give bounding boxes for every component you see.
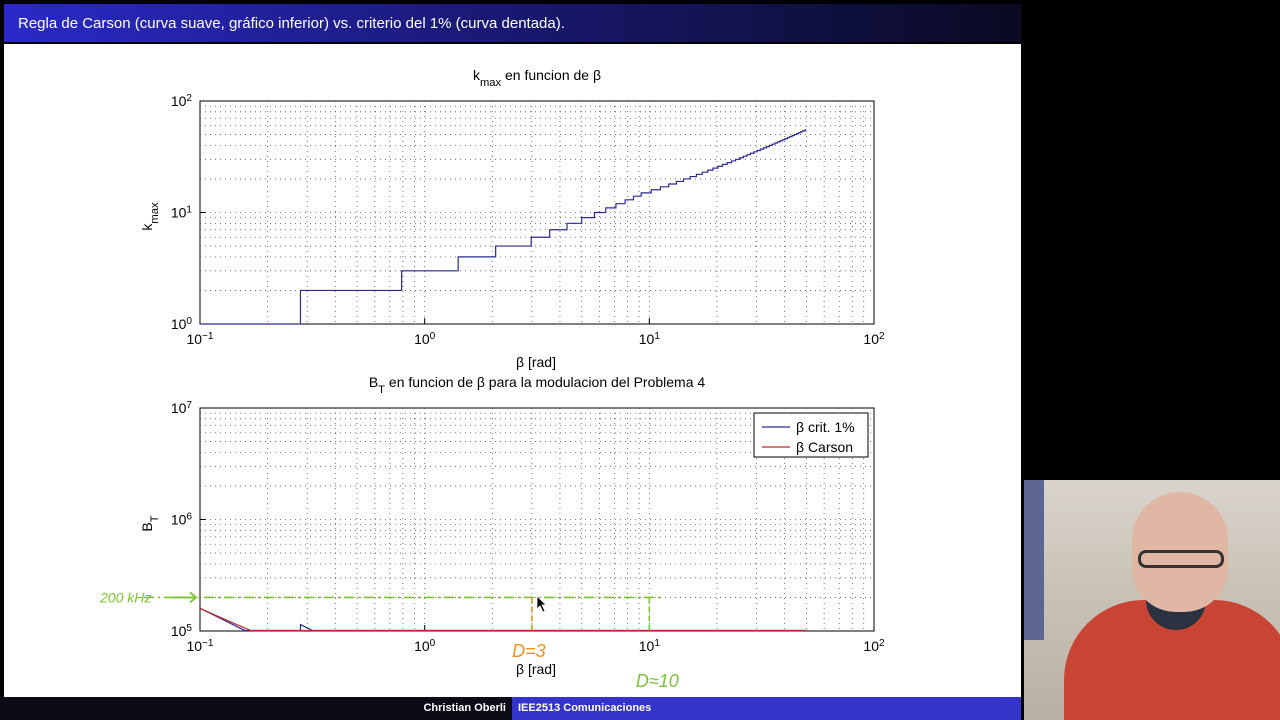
chart-2: 10−1 100 101 102 105 106 107 BT en funcion de β… [99, 374, 885, 691]
y-axis-label: BT [139, 515, 161, 531]
grid [200, 101, 874, 324]
slide-title: Regla de Carson (curva suave, gráfico in… [4, 4, 1021, 42]
x-tick-label: 101 [639, 331, 661, 348]
footer-course: IEE2513 Comunicaciones [512, 697, 1021, 720]
x-tick-label: 102 [863, 638, 885, 655]
footer-author: Christian Oberli [0, 697, 512, 720]
x-tick-label: 100 [414, 331, 436, 348]
series-kmax-line [200, 129, 807, 325]
webcam-person-glasses [1138, 550, 1224, 568]
slide-canvas: 10−1 100 101 102 100 101 102 kmax en funcion de… [4, 44, 1021, 697]
y-tick-label: 100 [171, 316, 193, 333]
legend-label: β Carson [796, 439, 853, 455]
y-tick-label: 107 [171, 400, 193, 417]
grid [200, 408, 874, 631]
x-tick-label: 100 [414, 638, 436, 655]
y-tick-label: 106 [171, 511, 193, 528]
y-axis-label: kmax [139, 202, 161, 231]
annotation-d3-label: D=3 [512, 641, 546, 661]
x-tick-label: 10−1 [186, 638, 213, 655]
annotation-d10-label: D≈10 [636, 671, 679, 691]
x-tick-label: 101 [639, 638, 661, 655]
x-tick-label: 102 [863, 331, 885, 348]
mouse-cursor-icon [536, 595, 547, 613]
legend-label: β crit. 1% [796, 419, 855, 435]
legend-box [753, 412, 869, 458]
annotation-200khz-arrow [172, 591, 198, 604]
series-carson-line [199, 607, 807, 632]
webcam-window [1024, 480, 1044, 640]
annotation-200khz-label: 200 kHz [99, 589, 151, 605]
y-tick-label: 101 [171, 204, 193, 221]
x-axis-label: β [rad] [516, 354, 556, 370]
chart-title: kmax en funcion de β [473, 67, 601, 89]
legend: β crit. 1% β Carson [753, 412, 869, 458]
plot-frame [199, 100, 875, 325]
webcam-video [1024, 480, 1280, 720]
x-tick-label: 10−1 [186, 331, 213, 348]
x-axis-label: β [rad] [516, 661, 556, 677]
y-tick-label: 102 [171, 93, 193, 110]
chart-title: BT en funcion de β para la modulacion de… [369, 374, 706, 396]
y-tick-label: 105 [171, 623, 193, 640]
